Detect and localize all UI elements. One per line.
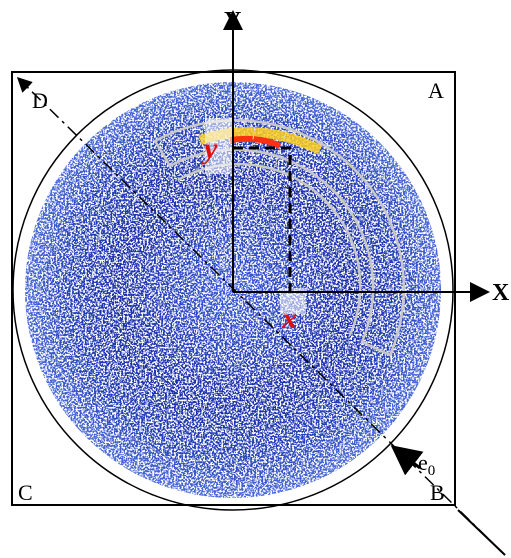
y-window <box>205 118 233 174</box>
y-axis-label: Y <box>224 8 241 34</box>
beam-subscript: 0 <box>428 463 436 479</box>
corner-label: D <box>32 88 48 113</box>
y-marker: y <box>201 132 218 165</box>
hot-spot-core <box>229 135 282 149</box>
beam-line <box>457 509 506 556</box>
x-marker: x <box>281 302 297 335</box>
beam-symbol: e <box>418 450 428 475</box>
projection-lines <box>233 146 292 295</box>
x-axis-label: X <box>492 280 510 306</box>
diagonal <box>16 76 506 556</box>
beam-label: e0 <box>418 450 435 479</box>
corner-label: B <box>430 480 445 505</box>
beam-arrow <box>390 445 424 476</box>
corner-label: A <box>428 78 444 103</box>
corner-label: C <box>18 480 33 505</box>
